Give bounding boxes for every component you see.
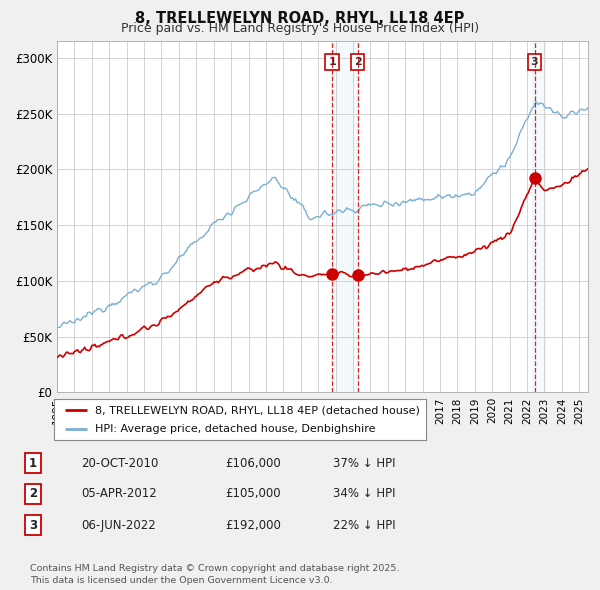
- Text: 1: 1: [29, 457, 37, 470]
- Text: HPI: Average price, detached house, Denbighshire: HPI: Average price, detached house, Denb…: [95, 424, 376, 434]
- Text: 22% ↓ HPI: 22% ↓ HPI: [333, 519, 395, 532]
- Text: 20-OCT-2010: 20-OCT-2010: [81, 457, 158, 470]
- Text: £192,000: £192,000: [225, 519, 281, 532]
- Text: Price paid vs. HM Land Registry's House Price Index (HPI): Price paid vs. HM Land Registry's House …: [121, 22, 479, 35]
- Text: 2: 2: [29, 487, 37, 500]
- Text: £105,000: £105,000: [225, 487, 281, 500]
- Text: 05-APR-2012: 05-APR-2012: [81, 487, 157, 500]
- Text: 06-JUN-2022: 06-JUN-2022: [81, 519, 156, 532]
- Text: 8, TRELLEWELYN ROAD, RHYL, LL18 4EP: 8, TRELLEWELYN ROAD, RHYL, LL18 4EP: [136, 11, 464, 25]
- Text: 34% ↓ HPI: 34% ↓ HPI: [333, 487, 395, 500]
- Bar: [332, 41, 358, 392]
- Bar: [532, 41, 545, 392]
- Text: Contains HM Land Registry data © Crown copyright and database right 2025.
This d: Contains HM Land Registry data © Crown c…: [30, 565, 400, 585]
- Text: 8, TRELLEWELYN ROAD, RHYL, LL18 4EP (detached house): 8, TRELLEWELYN ROAD, RHYL, LL18 4EP (det…: [95, 405, 420, 415]
- Text: 2: 2: [354, 57, 362, 67]
- Text: £106,000: £106,000: [225, 457, 281, 470]
- Text: 3: 3: [531, 57, 538, 67]
- Text: 1: 1: [328, 57, 336, 67]
- Text: 37% ↓ HPI: 37% ↓ HPI: [333, 457, 395, 470]
- Text: 3: 3: [29, 519, 37, 532]
